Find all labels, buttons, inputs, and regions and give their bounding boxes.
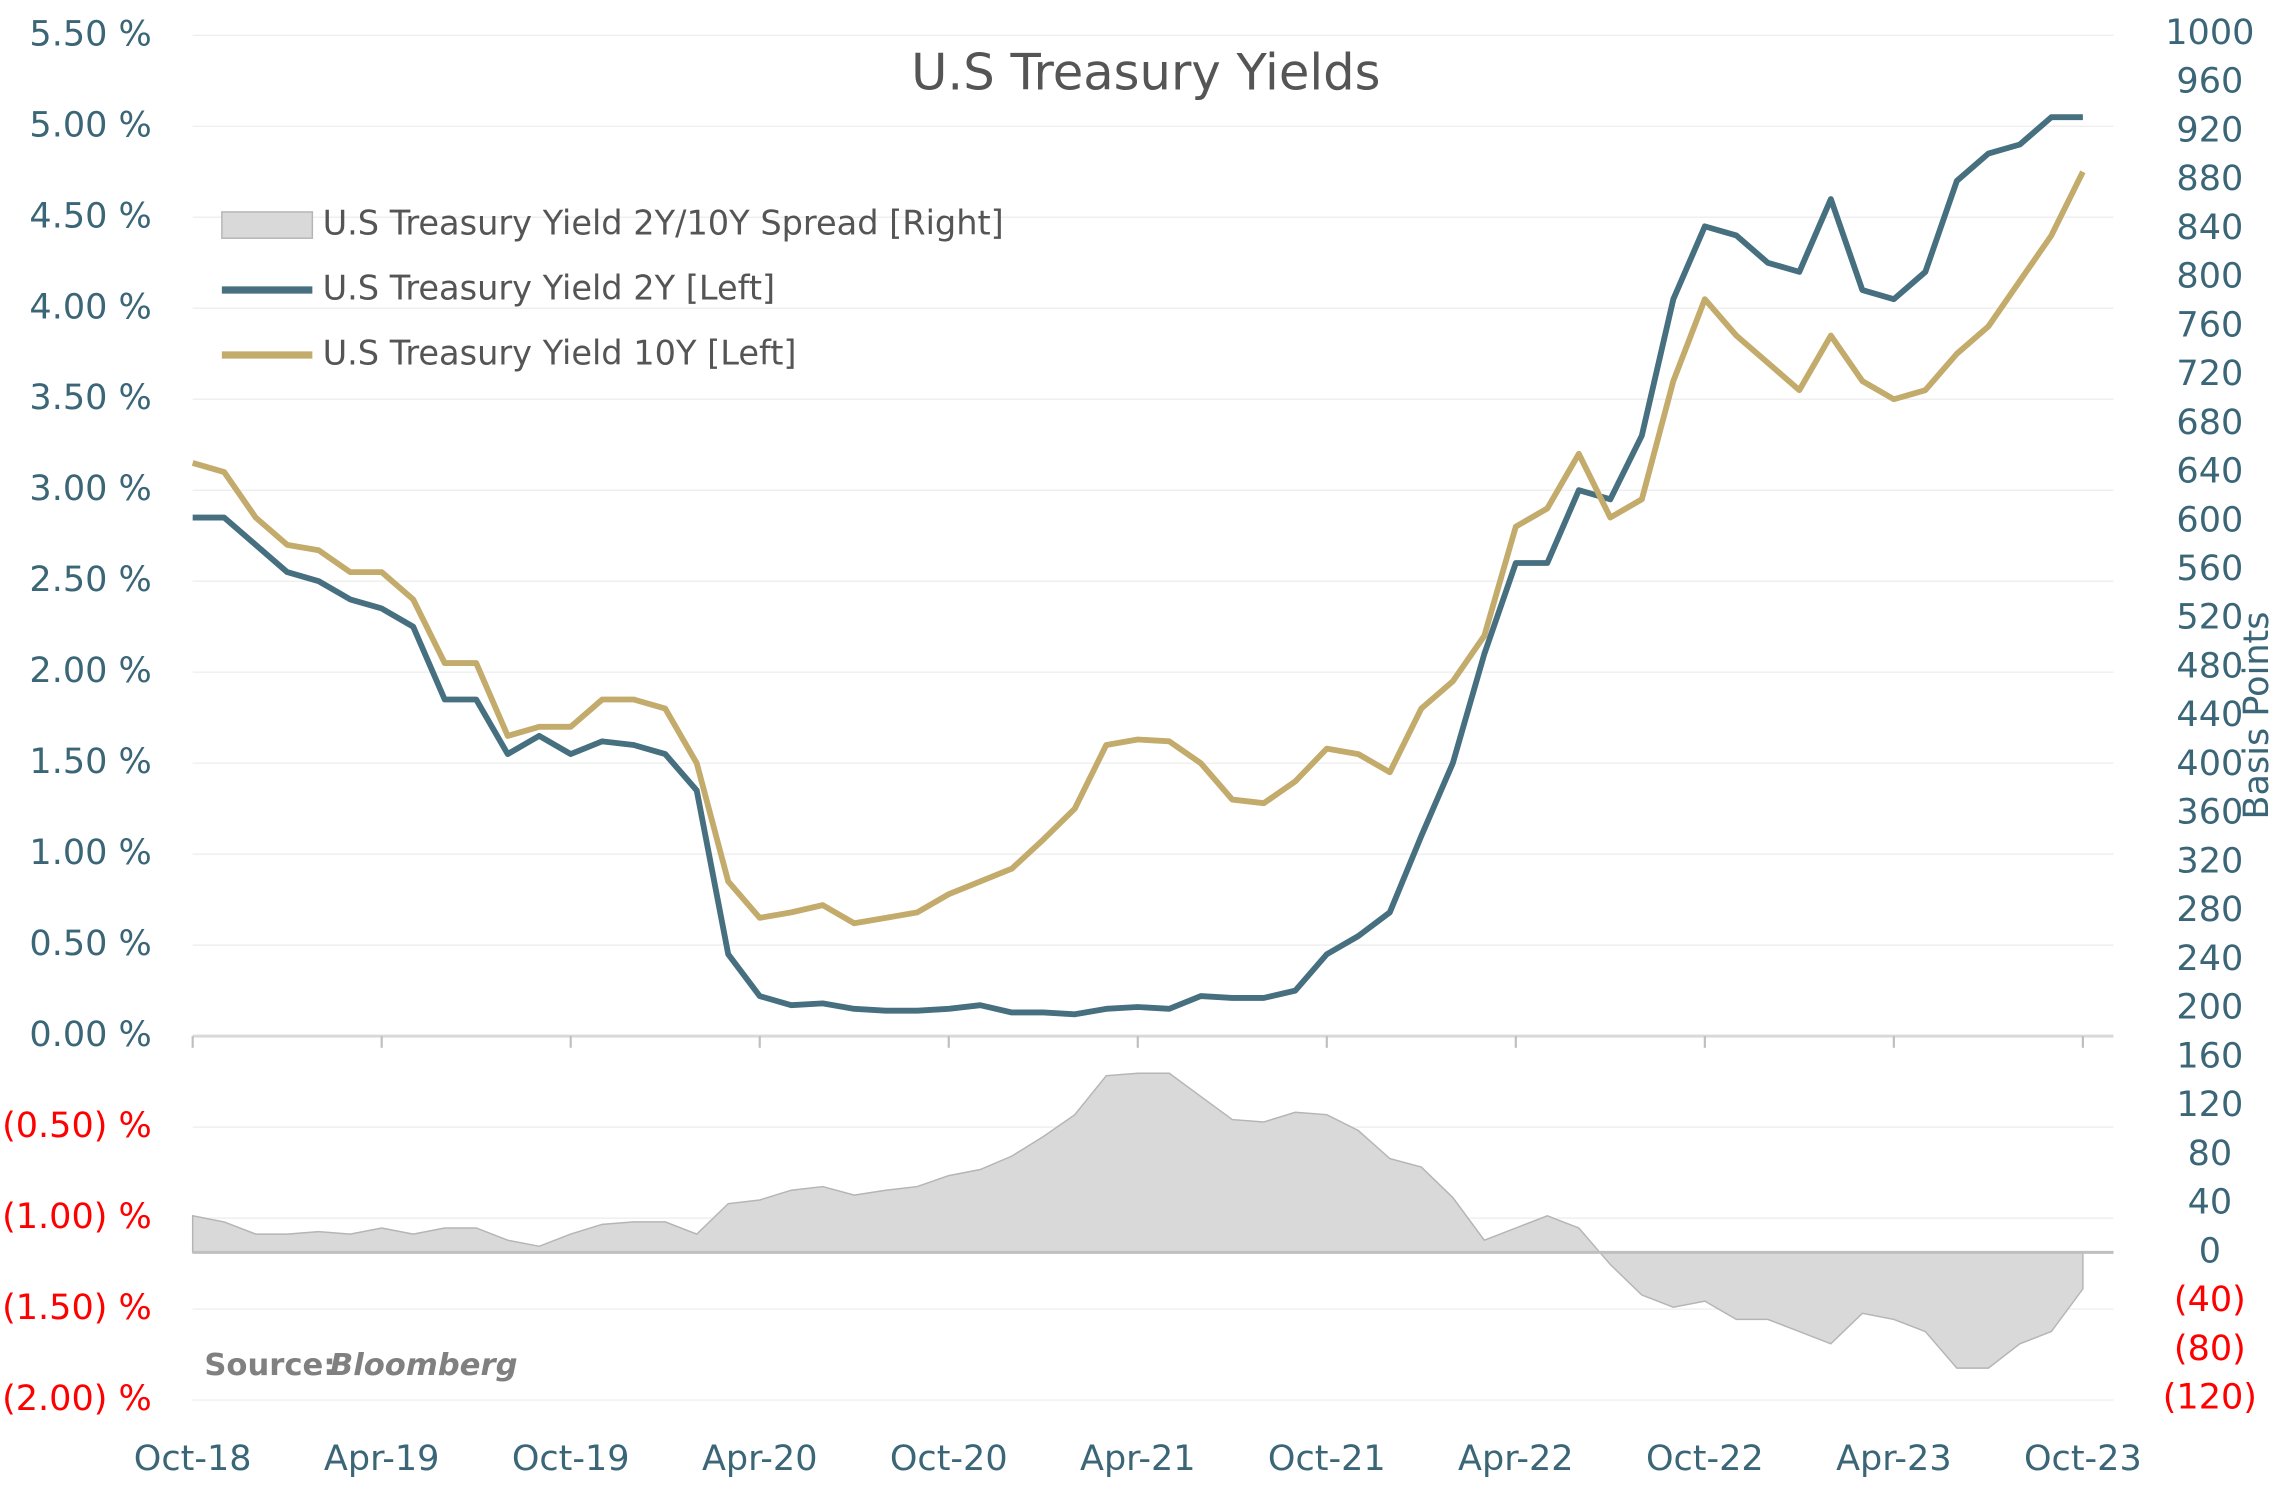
y-tick-label: 4.50 % bbox=[29, 195, 151, 236]
y2-tick-label: 960 bbox=[2176, 61, 2243, 102]
y2-tick-label: 0 bbox=[2199, 1230, 2221, 1271]
x-tick-label: Oct-22 bbox=[1646, 1438, 1764, 1479]
y-tick-label: 0.50 % bbox=[29, 923, 151, 964]
chart-title: U.S Treasury Yields bbox=[911, 44, 1380, 102]
y2-tick-label: 920 bbox=[2176, 109, 2243, 150]
y-tick-label: 3.50 % bbox=[29, 377, 151, 418]
y2-tick-label: 560 bbox=[2176, 548, 2243, 589]
y-tick-label: 3.00 % bbox=[29, 468, 151, 509]
y2-tick-label: 280 bbox=[2176, 889, 2243, 930]
legend-label: U.S Treasury Yield 2Y [Left] bbox=[323, 269, 776, 308]
x-tick-label: Oct-23 bbox=[2024, 1438, 2142, 1479]
y2-tick-label: 640 bbox=[2176, 451, 2243, 492]
y2-tick-label: 600 bbox=[2176, 499, 2243, 540]
x-tick-label: Oct-21 bbox=[1268, 1438, 1386, 1479]
y-tick-label: 1.00 % bbox=[29, 832, 151, 873]
y-tick-label: 5.00 % bbox=[29, 104, 151, 145]
y2-tick-label: (80) bbox=[2174, 1328, 2246, 1369]
y2-tick-label: 760 bbox=[2176, 304, 2243, 345]
y2-tick-label: 40 bbox=[2188, 1182, 2233, 1223]
y-tick-label: (1.00) % bbox=[2, 1196, 152, 1237]
y2-tick-label: 80 bbox=[2188, 1133, 2233, 1174]
y2-tick-label: (120) bbox=[2163, 1377, 2257, 1418]
y-tick-label: 1.50 % bbox=[29, 741, 151, 782]
y2-tick-label: 880 bbox=[2176, 158, 2243, 199]
x-tick-label: Apr-22 bbox=[1458, 1438, 1574, 1479]
y-tick-label: (0.50) % bbox=[2, 1105, 152, 1146]
y2-tick-label: 400 bbox=[2176, 743, 2243, 784]
x-tick-label: Apr-20 bbox=[702, 1438, 818, 1479]
yield-line bbox=[192, 114, 2083, 1018]
legend-label: U.S Treasury Yield 10Y [Left] bbox=[323, 333, 797, 372]
legend-swatch bbox=[221, 211, 314, 239]
y-tick-label: 0.00 % bbox=[29, 1014, 151, 1055]
y-tick-label: 4.00 % bbox=[29, 286, 151, 327]
y-tick-label: 2.50 % bbox=[29, 559, 151, 600]
y-tick-label: (2.00) % bbox=[2, 1378, 152, 1419]
x-tick-label: Apr-23 bbox=[1836, 1438, 1952, 1479]
y2-tick-label: 480 bbox=[2176, 645, 2243, 686]
y-tick-label: 5.50 % bbox=[29, 13, 151, 54]
y2-tick-label: 360 bbox=[2176, 792, 2243, 833]
source: Bloomberg bbox=[330, 1348, 518, 1383]
y-tick-label: 2.00 % bbox=[29, 650, 151, 691]
y2-axis-label: Basis Points bbox=[2236, 611, 2277, 819]
y2-tick-label: 240 bbox=[2176, 938, 2243, 979]
y2-tick-label: 840 bbox=[2176, 207, 2243, 248]
y2-tick-label: 320 bbox=[2176, 840, 2243, 881]
x-tick-label: Oct-20 bbox=[890, 1438, 1008, 1479]
legend-label: U.S Treasury Yield 2Y/10Y Spread [Right] bbox=[323, 204, 1004, 243]
y2-tick-label: 1000 bbox=[2165, 12, 2254, 53]
y2-tick-label: 160 bbox=[2176, 1035, 2243, 1076]
y2-tick-label: 680 bbox=[2176, 402, 2243, 443]
x-tick-label: Oct-19 bbox=[512, 1438, 630, 1479]
x-tick-label: Apr-19 bbox=[324, 1438, 440, 1479]
source-label: Source: bbox=[204, 1348, 335, 1383]
x-tick-label: Oct-18 bbox=[134, 1438, 252, 1479]
y2-tick-label: 200 bbox=[2176, 987, 2243, 1028]
y-tick-label: (1.50) % bbox=[2, 1287, 152, 1328]
spread-area bbox=[191, 1072, 2084, 1369]
y2-tick-label: 120 bbox=[2176, 1084, 2243, 1125]
x-tick-label: Apr-21 bbox=[1080, 1438, 1196, 1479]
yield-line bbox=[191, 170, 2086, 927]
y2-tick-label: 520 bbox=[2176, 597, 2243, 638]
y2-tick-label: (40) bbox=[2174, 1279, 2246, 1320]
y2-tick-label: 720 bbox=[2176, 353, 2243, 394]
y2-tick-label: 800 bbox=[2176, 256, 2243, 297]
y2-tick-label: 440 bbox=[2176, 694, 2243, 735]
